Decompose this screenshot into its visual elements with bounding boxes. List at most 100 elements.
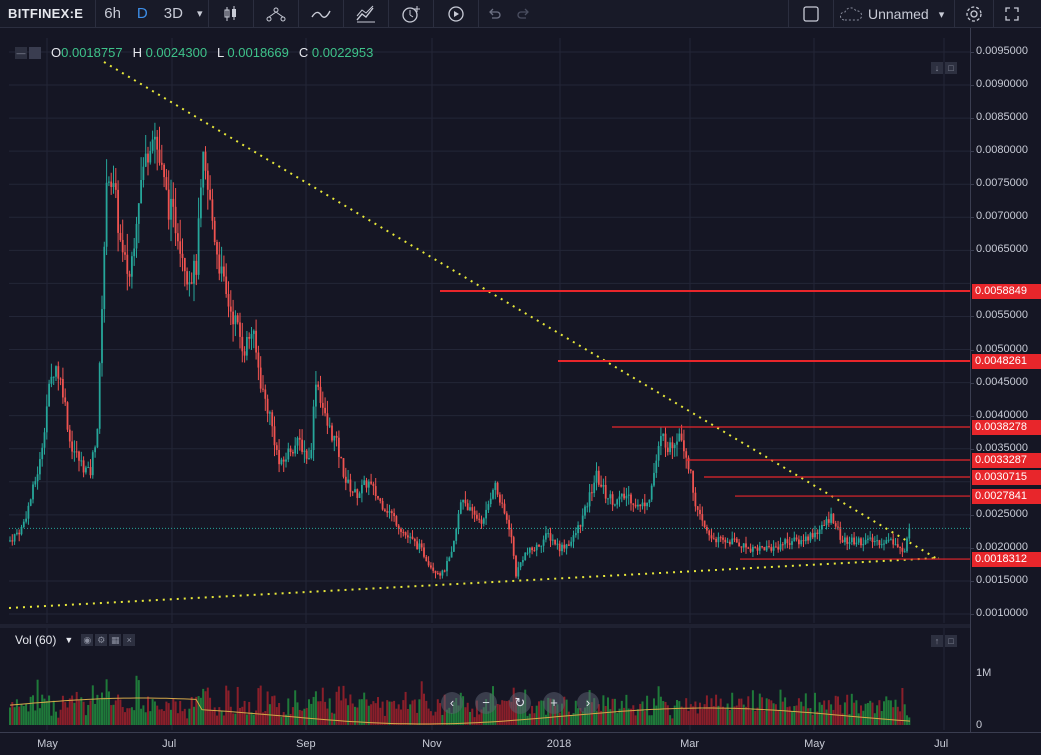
cloud-icon[interactable] — [834, 0, 868, 28]
volume-bar — [275, 707, 278, 725]
price-tick-label: 0.0075000 — [976, 177, 1028, 190]
volume-bar — [584, 707, 586, 725]
candle — [397, 525, 400, 529]
settings-icon[interactable]: ⚙ — [95, 634, 108, 646]
drag-handle-icon[interactable] — [29, 46, 41, 59]
candle — [515, 555, 517, 577]
compare-icon[interactable] — [254, 0, 298, 28]
volume-bar — [296, 702, 299, 725]
interval-3d-button[interactable]: 3D — [163, 5, 183, 22]
volume-bar — [501, 700, 504, 725]
price-pane[interactable] — [9, 38, 970, 623]
candle — [172, 198, 175, 207]
volume-bar — [347, 705, 350, 725]
volume-bar — [738, 698, 741, 725]
volume-bar — [538, 701, 540, 725]
move-down-icon[interactable]: ↓ — [931, 62, 943, 74]
volume-bar — [105, 679, 108, 725]
volume-pane[interactable] — [9, 628, 970, 730]
maximize-icon[interactable]: □ — [945, 62, 957, 74]
zoom-out-icon[interactable]: − — [475, 692, 497, 714]
maximize-icon[interactable]: □ — [945, 635, 957, 647]
price-tick-label: 0.0050000 — [976, 342, 1028, 355]
volume-bar — [328, 698, 331, 725]
candle — [655, 460, 658, 473]
pane-separator[interactable] — [0, 624, 1041, 628]
volume-bar — [142, 705, 145, 725]
gear-icon[interactable] — [955, 0, 993, 28]
price-axis[interactable]: 0.0058849 0.0048261 0.0038278 0.0033287 0.00… — [970, 28, 1041, 736]
volume-bar — [317, 701, 320, 725]
volume-bar — [232, 713, 235, 725]
interval-6h-button[interactable]: 6h — [104, 5, 121, 22]
replay-icon[interactable] — [434, 0, 478, 28]
candle — [586, 506, 589, 508]
source-icon[interactable]: ▦ — [109, 634, 122, 646]
candle — [692, 470, 694, 493]
candle — [844, 537, 846, 543]
symbol-name[interactable]: BITFINEX:E — [8, 6, 84, 21]
volume-bar — [625, 694, 628, 725]
expand-icon[interactable] — [994, 0, 1030, 28]
candle — [503, 503, 506, 514]
candle — [303, 450, 306, 452]
volume-bar — [747, 696, 750, 725]
scroll-right-icon[interactable]: › — [577, 692, 599, 714]
candle — [496, 482, 499, 495]
volume-bar — [494, 705, 497, 725]
chevron-down-icon[interactable]: ▼ — [64, 635, 74, 645]
alert-icon[interactable] — [389, 0, 433, 28]
price-chart[interactable] — [9, 38, 970, 623]
candle — [29, 499, 32, 506]
candle — [411, 536, 414, 539]
scroll-left-icon[interactable]: ‹ — [441, 692, 463, 714]
candle — [89, 467, 92, 476]
reset-icon[interactable]: ↻ — [509, 692, 531, 714]
candle — [179, 241, 182, 254]
chevron-down-icon[interactable]: ▾ — [196, 8, 203, 20]
candle — [669, 442, 671, 453]
candle — [43, 432, 46, 448]
volume-bar — [252, 714, 255, 725]
collapse-icon[interactable]: — — [15, 46, 27, 59]
volume-bar — [27, 711, 30, 725]
volume-label[interactable]: Vol (60) — [15, 633, 57, 647]
candle — [114, 183, 117, 190]
candle — [257, 352, 260, 368]
redo-icon[interactable] — [509, 0, 539, 28]
candle — [402, 531, 405, 533]
candle — [609, 494, 612, 499]
interval-d-button[interactable]: D — [136, 5, 148, 22]
volume-bar — [163, 710, 166, 725]
candle — [680, 433, 683, 441]
templates-icon[interactable] — [344, 0, 388, 28]
candle — [818, 529, 821, 535]
price-tick-label: 0.0040000 — [976, 408, 1028, 421]
undo-icon[interactable] — [479, 0, 509, 28]
indicators-icon[interactable] — [299, 0, 343, 28]
volume-bar — [220, 711, 223, 725]
volume-bar — [416, 712, 419, 725]
close-icon[interactable]: × — [123, 634, 136, 646]
fullscreen-icon[interactable] — [789, 0, 833, 28]
volume-bar — [503, 700, 506, 725]
volume-chart[interactable] — [9, 628, 970, 730]
volume-bar — [379, 707, 382, 725]
candle — [892, 539, 895, 545]
candle — [298, 437, 301, 440]
zoom-in-icon[interactable]: + — [543, 692, 565, 714]
volume-bar — [259, 685, 262, 725]
candle — [899, 546, 901, 548]
time-axis[interactable]: May Jul Sep Nov 2018 Mar May Jul — [0, 732, 1041, 755]
layout-name[interactable]: Unnamed — [868, 6, 929, 22]
candles-icon[interactable] — [209, 0, 253, 28]
move-up-icon[interactable]: ↑ — [931, 635, 943, 647]
eye-icon[interactable]: ◉ — [81, 634, 94, 646]
candle — [87, 467, 90, 469]
volume-bar — [570, 714, 573, 725]
volume-bar — [620, 700, 623, 725]
candle — [165, 177, 168, 190]
candle — [848, 542, 851, 544]
candle — [549, 533, 552, 541]
chevron-down-icon[interactable]: ▾ — [938, 8, 945, 21]
